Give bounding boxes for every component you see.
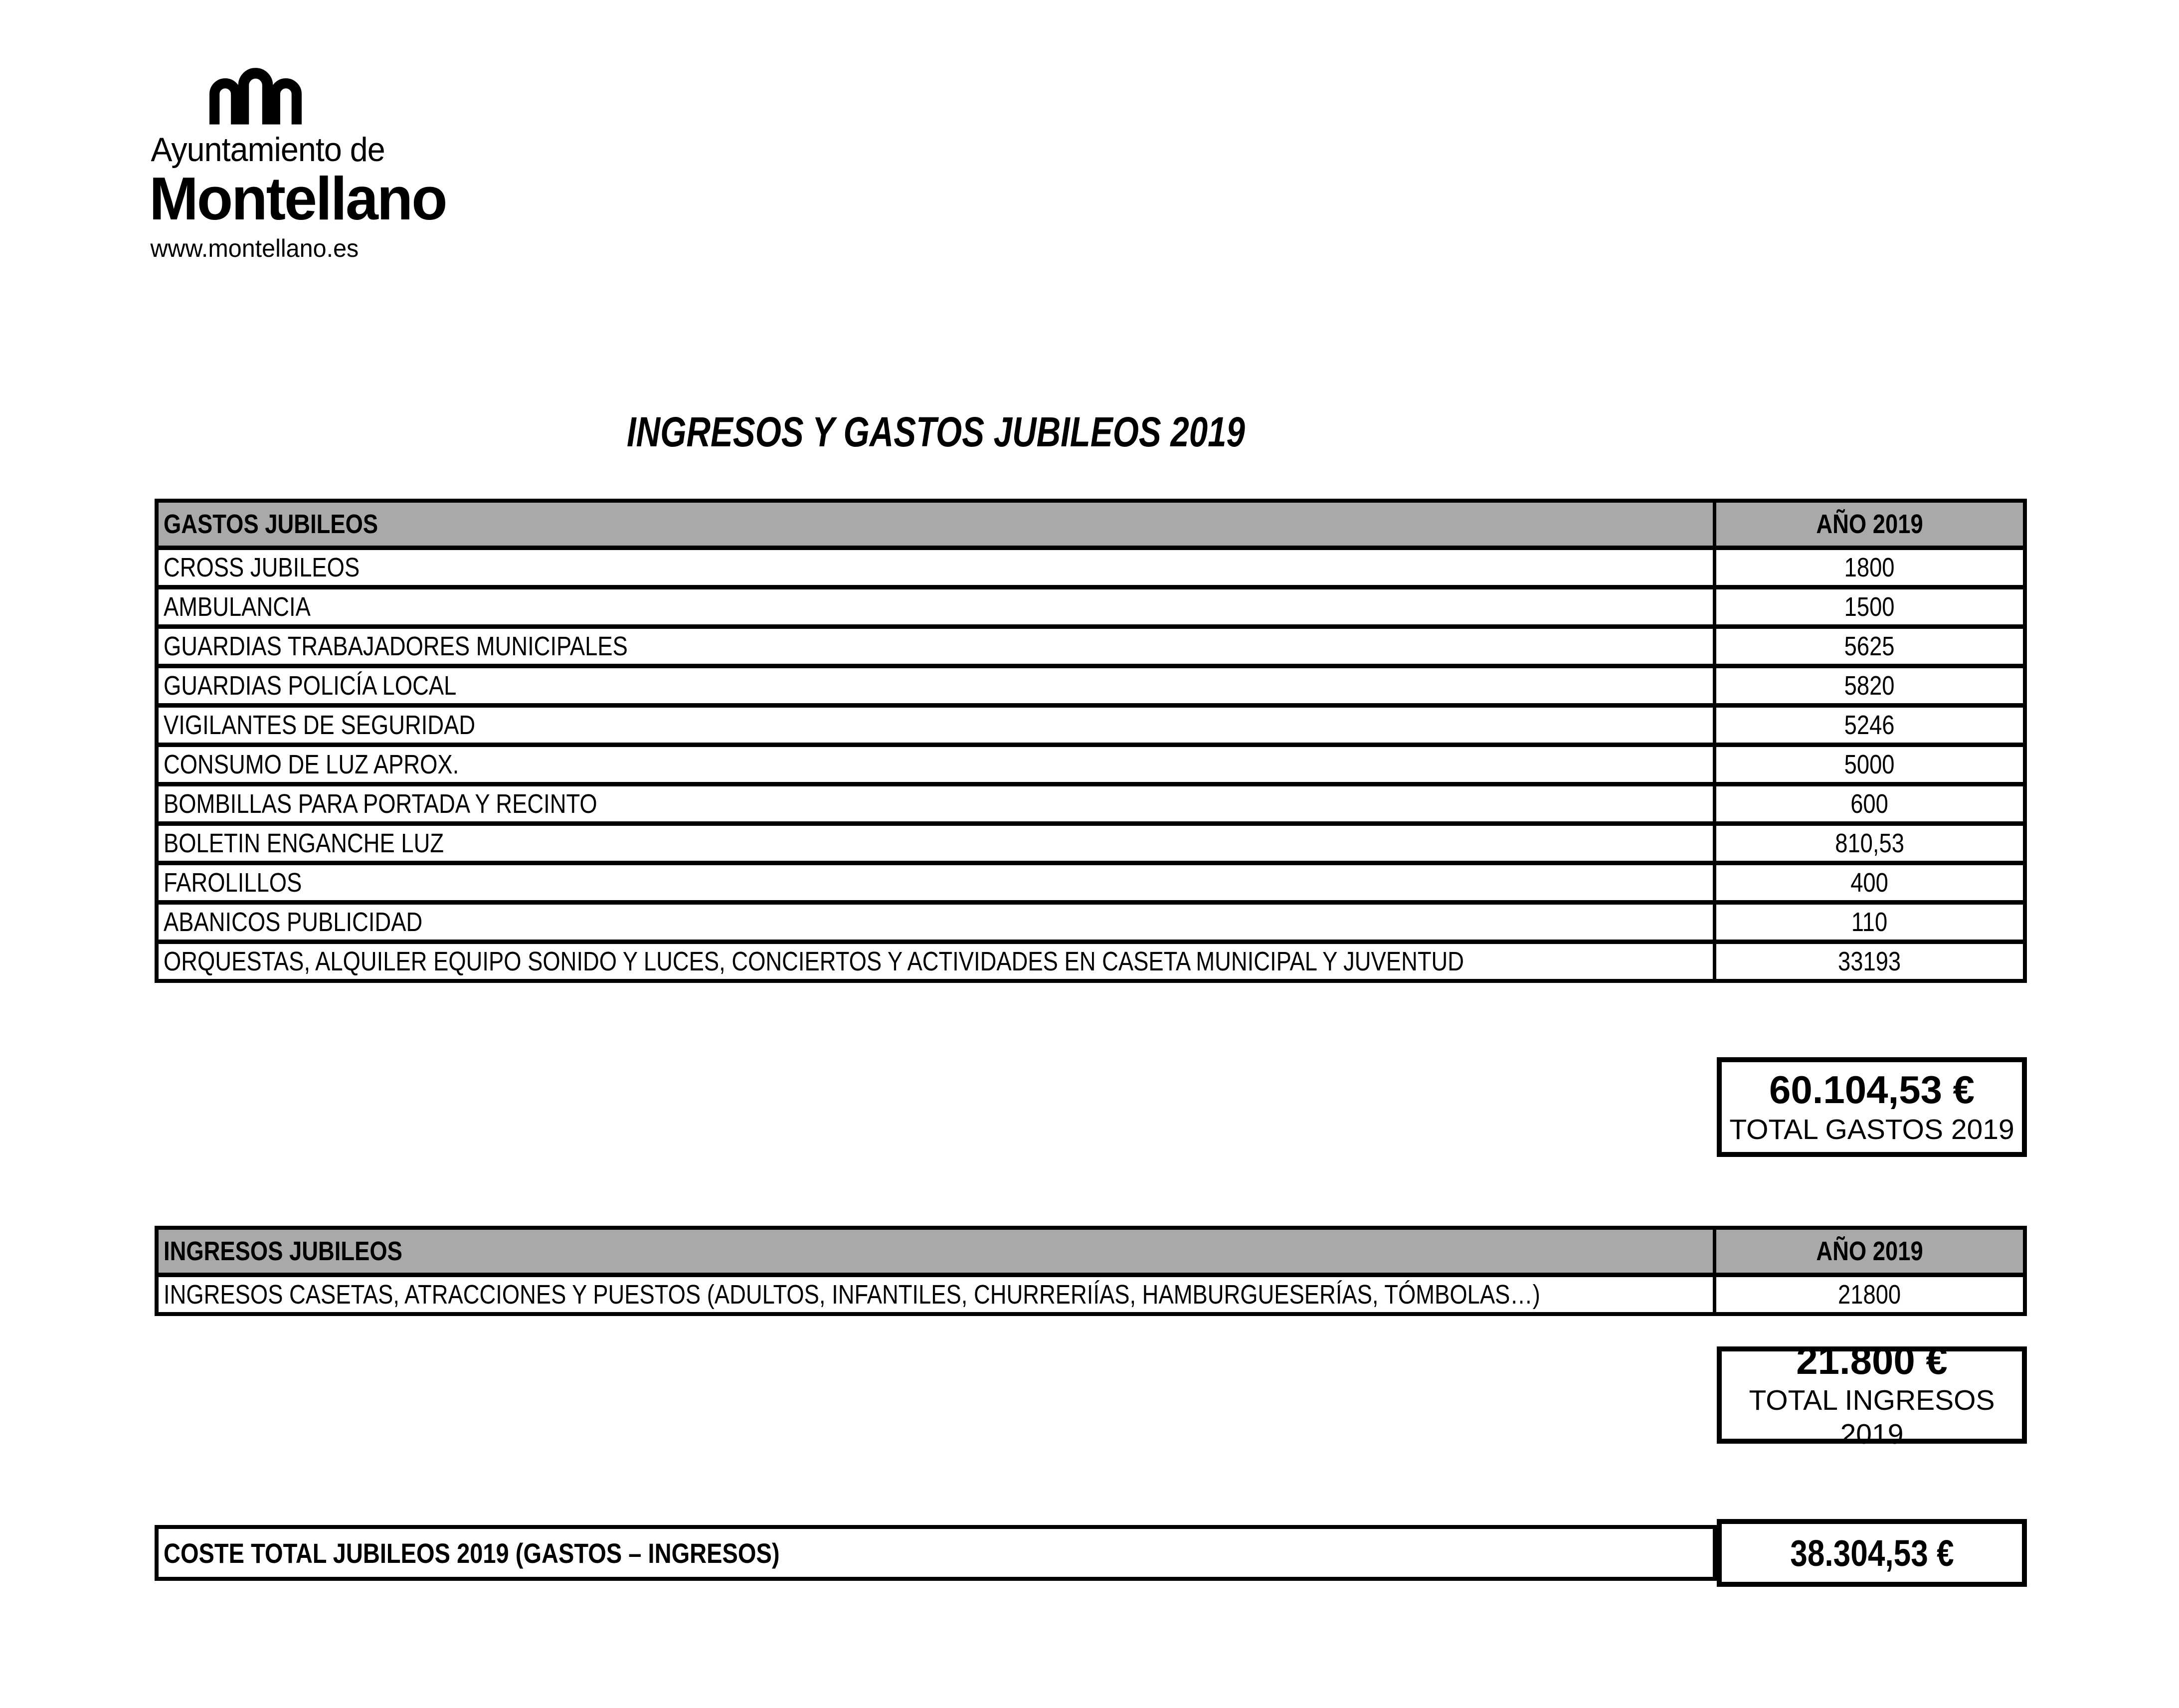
- coste-total-amount: 38.304,53 €: [1790, 1532, 1954, 1574]
- ingresos-header-label: INGRESOS JUBILEOS: [159, 1230, 1716, 1273]
- gastos-header-row: GASTOS JUBILEOS AÑO 2019: [159, 503, 2023, 546]
- gastos-table: GASTOS JUBILEOS AÑO 2019 CROSS JUBILEOS …: [155, 499, 2027, 983]
- arches-icon: [209, 68, 302, 125]
- coste-total-row: COSTE TOTAL JUBILEOS 2019 (GASTOS – INGR…: [155, 1525, 1717, 1581]
- table-row: BOLETIN ENGANCHE LUZ 810,53: [159, 821, 2023, 861]
- logo-url-text: www.montellano.es: [150, 234, 359, 262]
- ingresos-header-year: AÑO 2019: [1716, 1230, 2023, 1273]
- total-gastos-label: TOTAL GASTOS 2019: [1729, 1113, 2014, 1145]
- table-row: ABANICOS PUBLICIDAD 110: [159, 900, 2023, 940]
- table-row: CROSS JUBILEOS 1800: [159, 546, 2023, 585]
- logo-name-text: Montellano: [149, 165, 447, 233]
- coste-total-box: 38.304,53 €: [1717, 1519, 2027, 1587]
- logo-org-text: Ayuntamiento de: [151, 131, 385, 169]
- table-row: GUARDIAS POLICÍA LOCAL 5820: [159, 664, 2023, 703]
- table-row: CONSUMO DE LUZ APROX. 5000: [159, 743, 2023, 782]
- total-ingresos-label: TOTAL INGRESOS 2019: [1749, 1384, 1995, 1451]
- montellano-logo: Ayuntamiento de Montellano www.montellan…: [145, 65, 448, 263]
- total-ingresos-amount: 21.800 €: [1796, 1338, 1948, 1383]
- table-row: AMBULANCIA 1500: [159, 585, 2023, 624]
- table-row: VIGILANTES DE SEGURIDAD 5246: [159, 703, 2023, 743]
- gastos-header-year: AÑO 2019: [1716, 503, 2023, 546]
- table-row: ORQUESTAS, ALQUILER EQUIPO SONIDO Y LUCE…: [159, 940, 2023, 979]
- total-ingresos-box: 21.800 € TOTAL INGRESOS 2019: [1717, 1338, 2027, 1450]
- coste-total-label: COSTE TOTAL JUBILEOS 2019 (GASTOS – INGR…: [164, 1537, 780, 1569]
- table-row: FAROLILLOS 400: [159, 861, 2023, 900]
- total-gastos-box: 60.104,53 € TOTAL GASTOS 2019: [1717, 1057, 2027, 1157]
- page-title: INGRESOS Y GASTOS JUBILEOS 2019: [626, 408, 1245, 455]
- ingresos-header-row: INGRESOS JUBILEOS AÑO 2019: [159, 1230, 2023, 1273]
- ingresos-table: INGRESOS JUBILEOS AÑO 2019 INGRESOS CASE…: [155, 1226, 2027, 1316]
- total-gastos-amount: 60.104,53 €: [1769, 1067, 1975, 1112]
- table-row: BOMBILLAS PARA PORTADA Y RECINTO 600: [159, 782, 2023, 821]
- gastos-header-label: GASTOS JUBILEOS: [159, 503, 1716, 546]
- table-row: GUARDIAS TRABAJADORES MUNICIPALES 5625: [159, 624, 2023, 664]
- table-row: INGRESOS CASETAS, ATRACCIONES Y PUESTOS …: [159, 1273, 2023, 1312]
